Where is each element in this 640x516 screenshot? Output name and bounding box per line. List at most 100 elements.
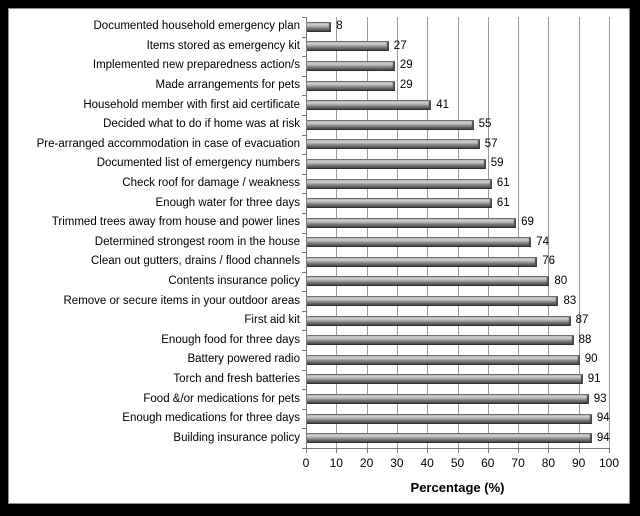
x-tick-label: 40	[420, 456, 434, 470]
value-label: 69	[521, 216, 534, 229]
y-axis-line	[306, 17, 307, 449]
x-tick	[548, 449, 550, 453]
value-label: 76	[542, 255, 556, 268]
value-label: 93	[593, 392, 607, 405]
value-label: 88	[578, 333, 592, 346]
bar	[307, 217, 517, 228]
value-label: 94	[596, 431, 610, 444]
y-tick	[302, 36, 306, 38]
y-tick	[302, 212, 306, 214]
x-tick	[487, 449, 489, 453]
category-label: Check roof for damage / weakness	[122, 177, 300, 190]
x-tick	[457, 449, 459, 453]
bar	[307, 100, 432, 111]
category-label: Torch and fresh batteries	[173, 372, 300, 385]
y-tick	[302, 193, 306, 195]
value-label: 61	[496, 196, 510, 209]
y-tick	[302, 271, 306, 273]
x-tick	[518, 449, 520, 453]
value-label: 27	[393, 39, 407, 52]
y-tick	[302, 448, 306, 449]
x-tick-label: 60	[481, 456, 495, 470]
x-tick	[366, 449, 368, 453]
category-label: Contents insurance policy	[168, 274, 300, 287]
y-tick	[302, 173, 306, 175]
value-label: 59	[490, 157, 504, 170]
gridline	[396, 17, 398, 448]
value-label: 29	[399, 79, 413, 92]
value-label: 57	[484, 137, 498, 150]
category-label: Enough water for three days	[155, 196, 300, 209]
category-label: Enough food for three days	[161, 333, 300, 346]
x-tick-label: 30	[390, 456, 404, 470]
y-tick	[302, 154, 306, 156]
y-tick	[302, 291, 306, 293]
value-label: 90	[584, 353, 598, 366]
bar	[307, 256, 538, 267]
bar	[307, 433, 592, 444]
value-label: 8	[336, 20, 343, 33]
category-label: Household member with first aid certific…	[83, 98, 300, 111]
value-label: 61	[496, 177, 510, 190]
category-label: Enough medications for three days	[122, 412, 300, 425]
bar	[307, 374, 583, 385]
y-tick	[302, 330, 306, 332]
bar	[307, 413, 592, 424]
x-tick	[609, 449, 610, 453]
y-tick	[302, 232, 306, 234]
x-axis-line	[306, 448, 610, 449]
value-label: 87	[575, 314, 589, 327]
x-axis-title: Percentage (%)	[410, 480, 505, 495]
bar	[307, 276, 550, 287]
x-tick	[306, 449, 307, 453]
gridline	[487, 17, 489, 448]
value-label: 80	[554, 274, 568, 287]
category-label: Documented household emergency plan	[93, 20, 301, 33]
y-tick	[302, 134, 306, 136]
value-label: 91	[587, 372, 601, 385]
category-label: Pre-arranged accommodation in case of ev…	[36, 137, 300, 150]
x-tick-label: 90	[572, 456, 586, 470]
y-tick	[302, 252, 306, 254]
y-tick	[302, 408, 306, 410]
gridline	[518, 17, 520, 448]
value-label: 74	[536, 235, 550, 248]
category-label: Items stored as emergency kit	[146, 39, 300, 52]
value-label: 83	[563, 294, 577, 307]
bar	[307, 60, 395, 71]
y-tick	[302, 369, 306, 371]
category-label: Documented list of emergency numbers	[96, 157, 300, 170]
x-tick	[427, 449, 429, 453]
x-tick-label: 80	[541, 456, 556, 470]
x-tick	[578, 449, 580, 453]
y-tick	[302, 114, 306, 116]
gridline	[578, 17, 580, 448]
gridline	[609, 17, 610, 448]
bar	[307, 394, 589, 405]
category-label: Decided what to do if home was at risk	[103, 118, 300, 131]
gridline	[457, 17, 459, 448]
bar	[307, 80, 395, 91]
y-tick	[302, 310, 306, 312]
gridline	[548, 17, 550, 448]
bar	[307, 178, 492, 189]
bar	[307, 335, 574, 346]
y-tick	[302, 389, 306, 391]
x-tick-label: 100	[598, 456, 620, 470]
category-label: First aid kit	[244, 314, 300, 327]
value-label: 94	[596, 412, 610, 425]
category-label: Made arrangements for pets	[155, 79, 300, 92]
x-tick-label: 50	[450, 456, 465, 470]
y-tick	[302, 350, 306, 352]
category-label: Food &/or medications for pets	[143, 392, 300, 405]
y-tick	[302, 56, 306, 58]
bar	[307, 354, 580, 365]
category-label: Clean out gutters, drains / flood channe…	[90, 255, 300, 268]
x-tick-label: 10	[329, 456, 343, 470]
category-label: Battery powered radio	[187, 353, 300, 366]
bar	[307, 198, 492, 209]
bar	[307, 41, 389, 52]
x-tick-label: 70	[511, 456, 525, 470]
y-tick	[302, 428, 306, 430]
